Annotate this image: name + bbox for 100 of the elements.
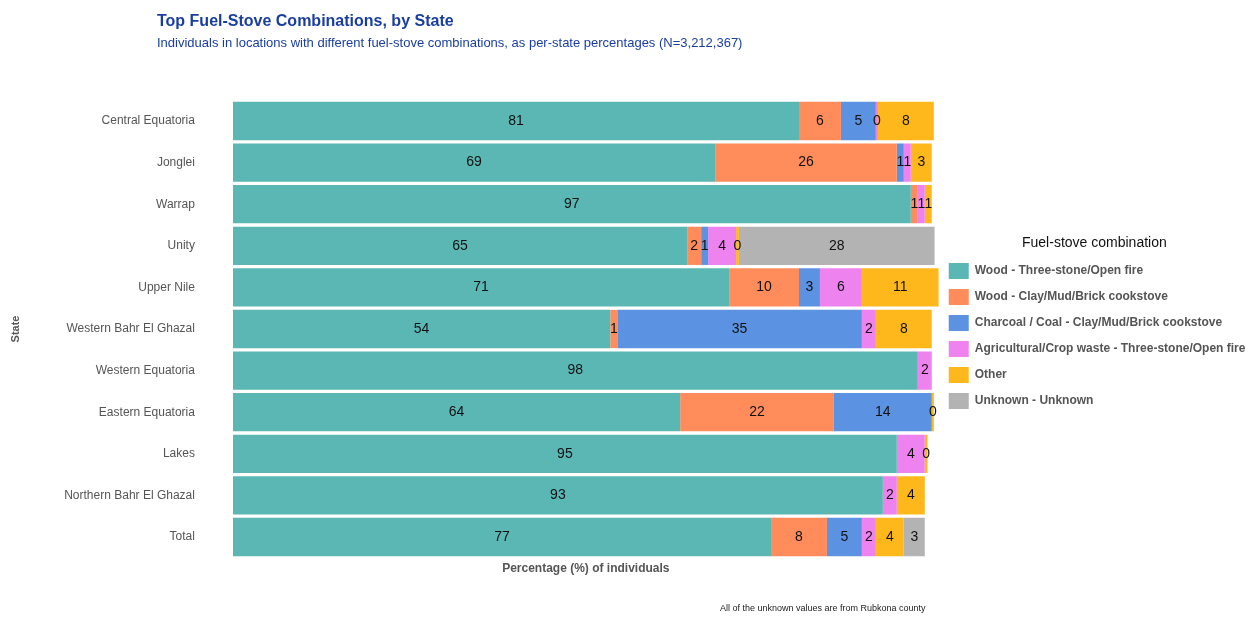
data-label: 0 [928,403,937,420]
y-tick-label: Jonglei [156,154,195,169]
data-label: 4 [906,444,915,461]
y-tick-label: Central Equatoria [101,113,196,128]
data-label: 28 [828,236,845,253]
data-label: 1 [609,319,618,336]
bar [875,309,932,349]
bar [232,434,897,473]
bar [232,309,611,349]
bar [903,143,911,182]
data-label: 2 [885,486,894,503]
data-label: 95 [557,444,573,461]
data-label: 69 [466,153,483,170]
data-label: 97 [564,195,580,212]
bar [232,393,681,432]
bar [798,101,841,141]
data-label: 6 [837,278,846,295]
bar [232,185,911,224]
data-label: 3 [917,153,926,170]
bar [232,268,730,307]
bar [617,309,862,349]
data-label: 2 [690,236,699,253]
bar [819,268,862,307]
data-label: 14 [875,403,891,420]
data-label: 22 [749,403,766,420]
data-label: 77 [494,527,510,544]
y-axis-title: State [8,315,21,343]
y-tick-label: Lakes [162,446,195,461]
bar [903,517,925,557]
data-label: 10 [756,278,773,295]
y-tick-label: Western Equatoria [95,362,196,377]
x-axis-title: Percentage (%) of individuals [502,561,670,576]
legend-label: Charcoal / Coal - Clay/Mud/Brick cookstove [974,315,1223,330]
bar [680,393,834,432]
legend-label: Agricultural/Crop waste - Three-stone/Open fire [974,341,1246,356]
text: All of the unknown values are from Rubkona county [720,603,926,613]
y-tick-label: Upper Nile [138,279,196,294]
bar [875,517,904,557]
data-label: 2 [864,319,873,336]
bar [861,309,876,349]
bar [896,143,904,182]
data-label: 1 [917,195,926,212]
data-label: 11 [893,278,908,295]
bar [861,517,876,557]
data-label: 2 [864,527,873,544]
data-label: 2 [920,361,929,378]
bar [232,226,688,265]
bar [917,351,932,390]
bar [861,268,939,307]
data-label: 4 [885,527,894,544]
bar [687,226,702,265]
data-label: 5 [854,111,863,128]
chart-subtitle: Individuals in locations with different fuel-stove combinations, as per-state percentages (N=3,212,367) [157,35,743,50]
data-label: 35 [731,319,748,336]
data-label: 8 [902,111,911,128]
bar [232,517,772,557]
data-label: 3 [805,278,814,295]
bar [232,351,918,390]
y-tick-label: Total [169,529,195,544]
data-label: 8 [795,527,804,544]
data-label: 71 [473,278,490,295]
data-label: 1 [903,153,912,170]
legend-label: Wood - Clay/Mud/Brick cookstove [974,289,1169,304]
data-label: 3 [910,527,919,544]
legend-label: Other [974,367,1008,382]
bar [826,517,862,557]
data-label: 26 [798,153,814,170]
data-label: 64 [448,403,465,420]
y-tick-label: Unity [167,238,195,253]
legend-label: Unknown - Unknown [974,393,1094,408]
data-label: 1 [896,153,905,170]
chart-title: Top Fuel-Stove Combinations, by State [157,12,454,30]
y-tick-label: Northern Bahr El Ghazal [64,487,195,502]
legend-title: Fuel-stove combination [1022,233,1167,250]
bar [729,268,799,307]
bar [232,476,883,515]
data-label: 5 [840,527,849,544]
bar [715,143,897,182]
data-label: 6 [816,111,825,128]
y-tick-label: Western Bahr El Ghazal [66,321,195,336]
bar [771,517,827,557]
data-label: 54 [413,319,430,336]
bar [798,268,820,307]
data-label: 4 [906,486,915,503]
bar [232,143,716,182]
data-label: 0 [873,111,881,128]
bar [910,143,932,182]
bar [232,101,799,141]
y-tick-label: Eastern Equatoria [98,404,196,419]
bar [882,476,897,515]
bar [896,476,925,515]
data-label: 8 [899,319,908,336]
data-label: 65 [452,236,469,253]
legend-label: Wood - Three-stone/Open fire [974,263,1144,278]
data-label: 93 [550,486,566,503]
data-label: 1 [910,195,919,212]
data-label: 81 [508,111,524,128]
y-tick-label: Warrap [156,196,196,211]
data-label: 1 [700,236,709,253]
data-label: 98 [567,361,584,378]
